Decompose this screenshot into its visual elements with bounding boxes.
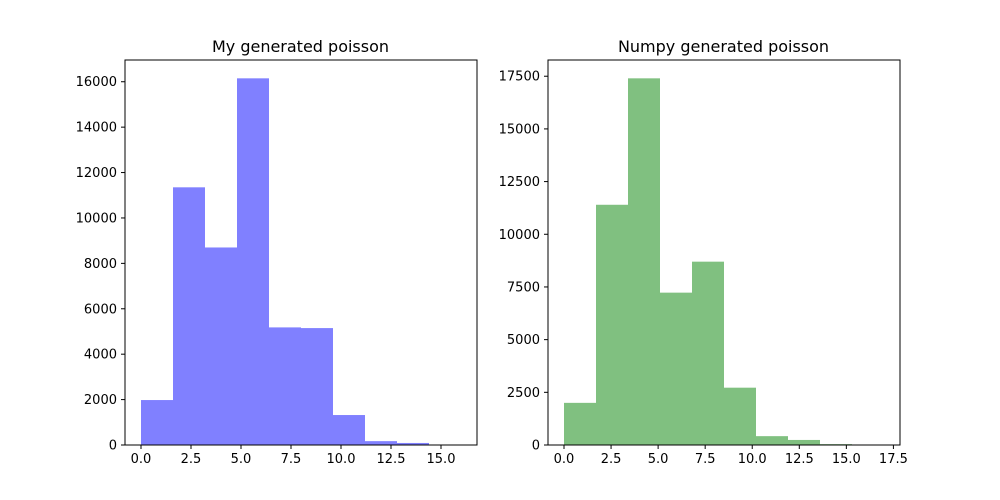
left-histogram-bar bbox=[205, 247, 237, 445]
left-y-tick-label: 2000 bbox=[84, 393, 117, 408]
right-x-tick-label: 12.5 bbox=[785, 452, 814, 467]
left-y-tick-label: 10000 bbox=[76, 211, 117, 226]
right-histogram-bar bbox=[788, 439, 820, 445]
right-x-tick-label: 2.5 bbox=[601, 452, 622, 467]
left-histogram-bar bbox=[333, 415, 365, 445]
left-histogram-bar bbox=[173, 187, 205, 446]
right-histogram-bar bbox=[756, 436, 788, 445]
left-y-tick-label: 14000 bbox=[76, 121, 117, 136]
left-y-tick-label: 4000 bbox=[84, 348, 117, 363]
left-chart-title: My generated poisson bbox=[212, 37, 389, 56]
left-y-tick-label: 6000 bbox=[84, 302, 117, 317]
left-x-tick-label: 7.5 bbox=[281, 452, 302, 467]
left-axes-frame bbox=[124, 59, 478, 446]
left-histogram-bar bbox=[141, 400, 173, 445]
left-histogram-bar bbox=[269, 327, 301, 445]
right-histogram-bar bbox=[596, 204, 628, 445]
left-y-tick-label: 0 bbox=[109, 439, 117, 454]
left-histogram-bar bbox=[397, 442, 429, 445]
left-x-tick-label: 0.0 bbox=[131, 452, 152, 467]
left-x-tick-label: 10.0 bbox=[327, 452, 356, 467]
right-chart-title: Numpy generated poisson bbox=[618, 37, 829, 56]
left-x-tick-label: 12.5 bbox=[377, 452, 406, 467]
left-y-tick-label: 8000 bbox=[84, 257, 117, 272]
right-x-tick-label: 17.5 bbox=[879, 452, 908, 467]
right-histogram: Numpy generated poisson 0.0 2.5 5.0 7.5 10.0… bbox=[499, 37, 908, 467]
right-y-tick-label: 12500 bbox=[499, 175, 540, 190]
right-y-tick-label: 2500 bbox=[507, 386, 540, 401]
right-histogram-bar bbox=[692, 261, 724, 445]
right-y-tick-label: 10000 bbox=[499, 228, 540, 243]
right-y-tick-label: 17500 bbox=[499, 70, 540, 85]
left-histogram-bar bbox=[301, 328, 333, 445]
right-x-tick-label: 15.0 bbox=[832, 452, 861, 467]
right-y-tick-label: 7500 bbox=[507, 280, 540, 295]
right-histogram-bar bbox=[724, 387, 756, 445]
left-x-tick-label: 2.5 bbox=[181, 452, 202, 467]
left-x-tick-label: 15.0 bbox=[427, 452, 456, 467]
right-x-tick-label: 5.0 bbox=[648, 452, 669, 467]
left-histogram-bar bbox=[237, 78, 269, 445]
right-histogram-bar bbox=[564, 402, 596, 445]
right-x-tick-label: 10.0 bbox=[738, 452, 767, 467]
left-histogram: My generated poisson 0.0 2.5 5.0 7.5 10.0 12.… bbox=[76, 37, 478, 467]
right-y-tick-label: 15000 bbox=[499, 122, 540, 137]
right-x-tick-label: 0.0 bbox=[554, 452, 575, 467]
right-y-tick-label: 5000 bbox=[507, 333, 540, 348]
left-x-tick-label: 5.0 bbox=[231, 452, 252, 467]
right-axes-frame bbox=[547, 59, 901, 446]
right-y-tick-label: 0 bbox=[532, 439, 540, 454]
left-histogram-bar bbox=[365, 441, 397, 445]
right-x-tick-label: 7.5 bbox=[695, 452, 716, 467]
left-y-tick-label: 16000 bbox=[76, 75, 117, 90]
right-histogram-bar bbox=[628, 78, 660, 445]
right-histogram-bar bbox=[660, 292, 692, 445]
left-y-tick-label: 12000 bbox=[76, 166, 117, 181]
